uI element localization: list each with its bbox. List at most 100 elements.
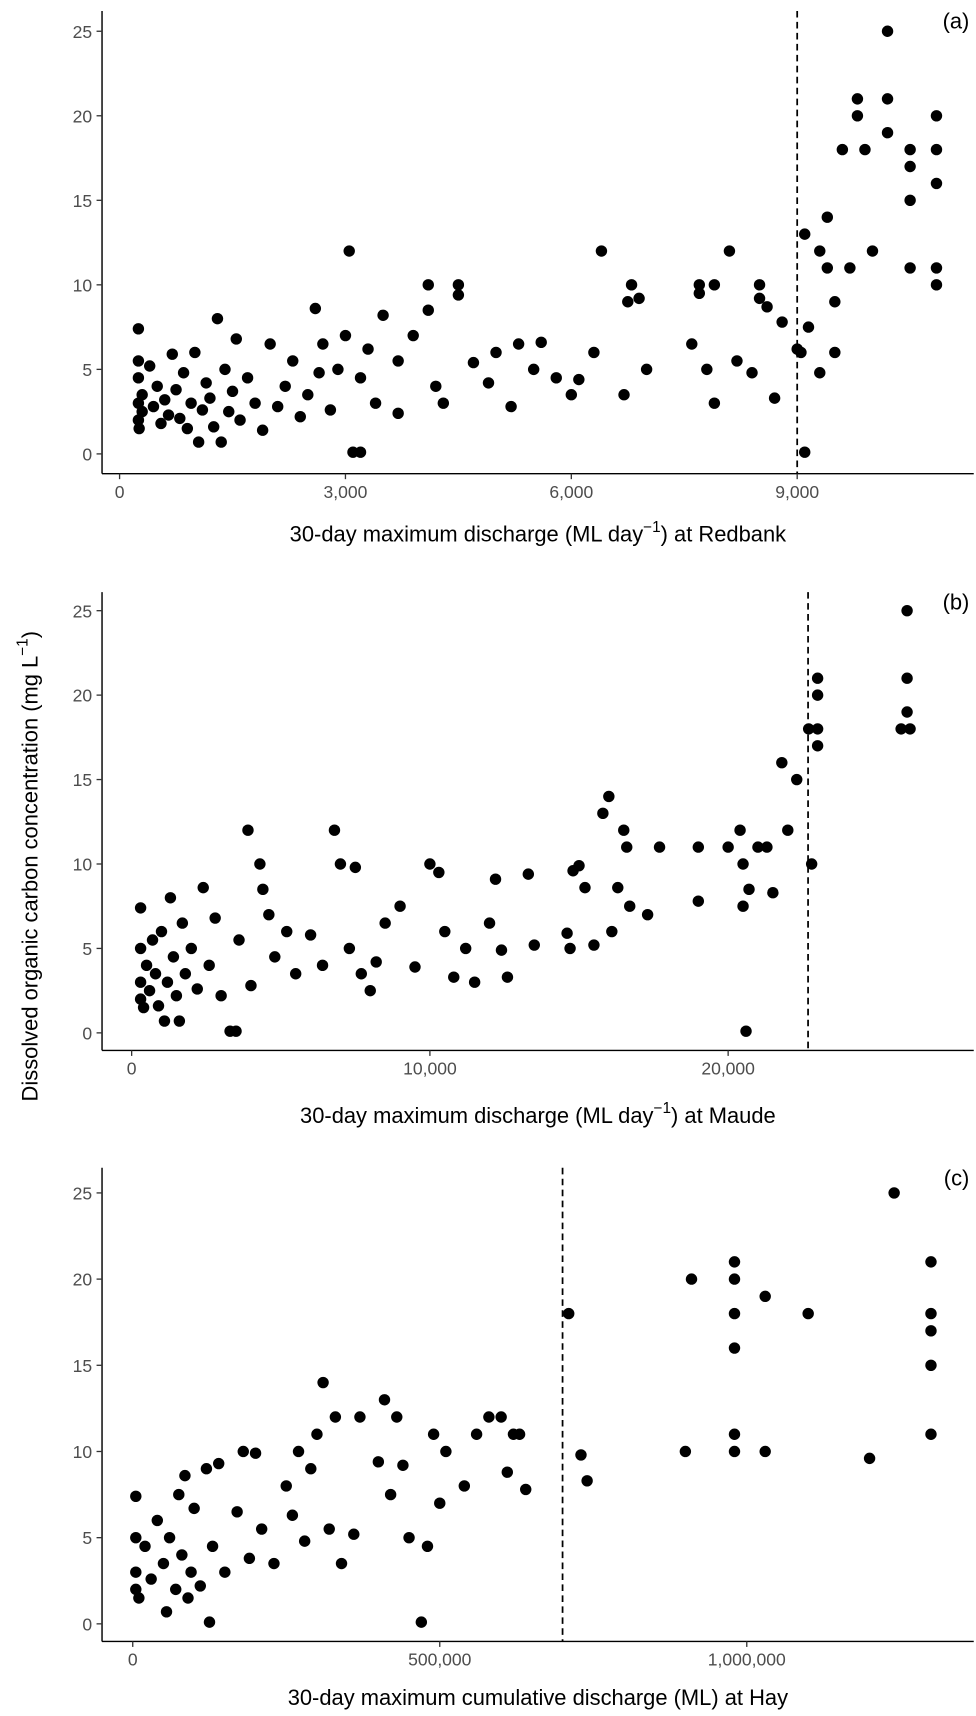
point: [379, 917, 391, 929]
point: [196, 404, 209, 416]
y-tick-label: 10: [73, 1442, 93, 1462]
point: [334, 858, 347, 870]
panel-label: (b): [943, 590, 970, 615]
point: [925, 1359, 937, 1371]
point: [904, 194, 916, 207]
point: [279, 380, 291, 392]
point: [881, 93, 894, 105]
point: [562, 1307, 575, 1320]
point: [147, 400, 160, 413]
point: [811, 740, 824, 752]
point: [495, 1411, 507, 1423]
point: [317, 338, 329, 350]
point: [925, 1428, 937, 1440]
x-tick-label: 20,000: [701, 1059, 755, 1079]
point: [728, 1342, 741, 1354]
point: [686, 338, 698, 350]
point: [132, 372, 145, 384]
point: [768, 392, 781, 404]
point: [930, 279, 943, 291]
point: [211, 312, 224, 325]
point: [384, 1488, 397, 1501]
point: [422, 279, 434, 291]
point: [588, 346, 600, 359]
y-tick-label: 0: [82, 1023, 92, 1043]
point: [603, 790, 615, 803]
point: [403, 1531, 415, 1544]
y-tick-label: 20: [73, 686, 93, 706]
point: [859, 143, 871, 156]
point: [159, 394, 171, 406]
point: [292, 1445, 305, 1458]
x-axis-title-part: 30-day maximum cumulative discharge (ML)…: [288, 1685, 788, 1710]
point: [204, 392, 216, 404]
point: [434, 1497, 446, 1509]
y-tick-label: 25: [73, 1184, 93, 1204]
point: [157, 1557, 170, 1570]
point: [565, 389, 578, 401]
y-tick-label: 0: [82, 1614, 92, 1634]
point: [151, 380, 163, 392]
point: [746, 367, 758, 379]
point: [575, 1449, 587, 1461]
point: [581, 1475, 593, 1487]
point: [309, 302, 322, 315]
point: [151, 1514, 164, 1527]
point: [191, 983, 203, 995]
point: [161, 976, 174, 988]
point: [851, 93, 864, 105]
point: [189, 346, 201, 359]
point: [231, 1506, 243, 1518]
y-tick-label: 0: [82, 444, 92, 464]
point: [866, 245, 879, 257]
point: [802, 1307, 814, 1320]
point: [501, 971, 514, 983]
point: [776, 756, 788, 769]
point: [795, 346, 807, 359]
point: [422, 304, 434, 316]
point: [349, 861, 362, 874]
point: [561, 927, 573, 939]
point: [734, 824, 746, 836]
point: [203, 1616, 216, 1628]
point: [863, 1452, 876, 1465]
point: [814, 367, 826, 379]
point: [814, 245, 826, 257]
point: [752, 841, 764, 853]
point: [133, 1592, 145, 1604]
point: [372, 1456, 385, 1468]
y-tick-label: 25: [73, 22, 93, 42]
point: [489, 873, 502, 885]
point: [134, 902, 147, 914]
point: [256, 424, 269, 436]
point: [130, 1583, 142, 1596]
point: [844, 262, 856, 274]
point: [440, 1445, 452, 1458]
point: [811, 672, 824, 684]
point: [512, 338, 525, 350]
point: [708, 279, 721, 291]
x-tick-label: 0: [128, 1650, 138, 1670]
point: [467, 356, 480, 369]
point: [439, 925, 451, 938]
point: [328, 824, 341, 836]
point: [640, 363, 653, 376]
y-axis-title-part: ): [17, 631, 42, 638]
point: [468, 976, 481, 988]
y-tick-label: 10: [73, 275, 93, 295]
point: [482, 377, 495, 389]
point: [930, 110, 943, 122]
point: [329, 1411, 342, 1423]
point: [728, 1445, 741, 1458]
point: [728, 1273, 741, 1285]
y-tick-label: 15: [73, 191, 93, 211]
x-tick-label: 10,000: [403, 1059, 457, 1079]
point: [633, 292, 645, 305]
point: [348, 1528, 360, 1540]
point: [821, 211, 834, 223]
x-tick-label: 9,000: [775, 482, 819, 502]
point: [415, 1616, 428, 1628]
point: [132, 323, 145, 335]
point: [237, 1445, 249, 1458]
